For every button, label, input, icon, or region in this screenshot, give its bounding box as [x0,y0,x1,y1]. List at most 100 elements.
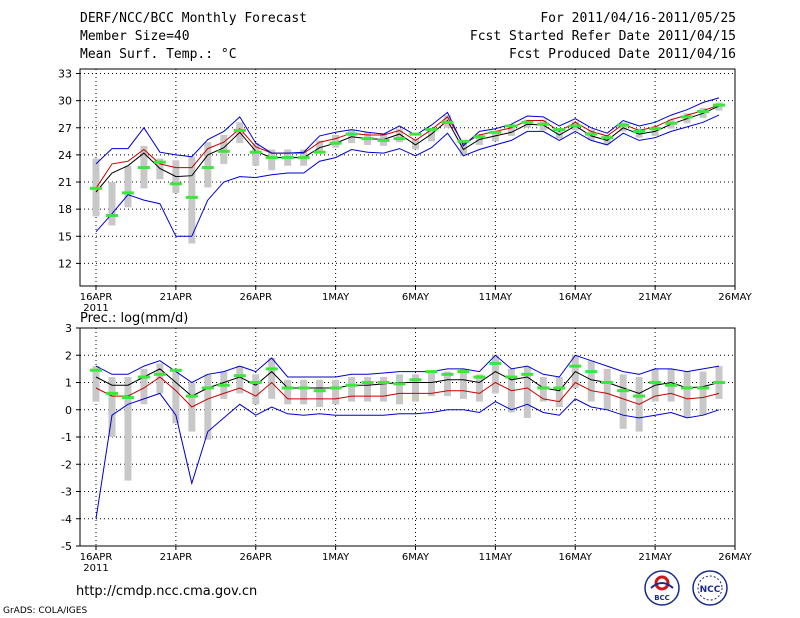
green-marker [217,149,230,153]
green-marker [713,381,726,384]
y-tick-label: 12 [58,257,72,270]
green-marker [377,138,390,142]
observed-trend-line [95,104,720,189]
ensemble-spread-box [124,377,132,481]
ensemble-spread-box [268,149,276,171]
green-marker [649,127,662,131]
green-marker [489,361,502,365]
upper-envelope-line [95,354,720,384]
upper-envelope-line [95,97,720,165]
y-tick-label: 0 [65,404,72,417]
green-marker [505,375,518,379]
ensemble-spread-box [204,374,212,440]
ensemble-spread-box [459,368,467,399]
green-marker [569,124,582,128]
green-marker [233,374,246,378]
green-marker [441,372,454,376]
ensemble-spread-box [348,377,356,402]
green-marker [425,370,438,374]
refer-date: Fcst Started Refer Date 2011/04/15 [469,29,736,44]
ensemble-spread-box [140,368,148,405]
x-tick-label: 1MAY [322,292,350,303]
green-marker [521,120,534,124]
ensemble-spread-box [491,355,499,394]
ncc-logo-icon: NCC [692,570,728,606]
green-marker [105,213,118,217]
ensemble-spread-box [332,135,340,148]
green-marker [505,124,518,128]
ensemble-spread-box [124,165,132,208]
ensemble-spread-box [252,143,260,166]
green-marker [585,132,598,136]
green-marker [441,120,454,124]
lower-envelope-line [95,114,720,237]
green-marker [329,386,342,390]
ensemble-spread-box [396,128,404,143]
green-marker [361,137,374,141]
green-marker [409,378,422,382]
green-marker [90,186,102,190]
ensemble-spread-box [268,357,276,399]
green-marker [617,389,630,393]
green-marker [121,191,134,195]
green-marker [457,370,470,374]
y-tick-label: -3 [61,486,72,499]
ensemble-spread-box [619,122,627,132]
green-marker [521,372,534,376]
green-marker [425,128,438,132]
green-marker [553,386,566,390]
ensemble-spread-box [188,156,196,244]
ensemble-spread-box [523,366,531,418]
green-marker [121,395,134,399]
green-marker [585,370,598,374]
ensemble-spread-box [555,377,563,408]
green-marker [249,381,262,384]
produced-date: Fcst Produced Date 2011/04/16 [509,47,736,62]
green-marker [153,160,166,164]
ensemble-spread-box [555,128,563,139]
green-marker [217,383,230,387]
green-marker [681,115,694,119]
y-tick-label: -4 [61,513,72,526]
ensemble-spread-box [300,379,308,405]
green-marker [489,130,502,134]
lower-envelope-line [95,392,720,519]
green-marker [169,368,182,372]
green-marker [297,156,310,160]
member-size: Member Size=40 [80,29,190,44]
x-tick-year-label: 2011 [83,563,108,574]
green-marker [665,121,678,125]
ensemble-spread-box [507,126,515,136]
ensemble-spread-box [396,374,404,405]
green-marker [201,386,214,390]
y-tick-label: 15 [58,230,72,243]
x-tick-year-label: 2011 [83,303,108,314]
x-tick-label: 16APR [80,552,113,563]
green-marker [713,103,726,107]
grads-credit: GrADS: COLA/IGES [3,606,87,616]
green-marker [345,383,358,387]
x-tick-label: 21APR [160,552,193,563]
green-marker [601,381,614,384]
ensemble-mean-line [95,105,720,193]
y-tick-label: 27 [58,122,72,135]
ensemble-spread-box [603,368,611,410]
x-tick-label: 6MAY [402,292,430,303]
x-tick-label: 16MAY [558,552,592,563]
x-tick-label: 6MAY [402,552,430,563]
plot-frame [79,68,736,287]
green-marker [649,381,662,384]
ensemble-spread-box [108,182,116,226]
y-tick-label: 24 [58,149,72,162]
ensemble-spread-box [156,363,164,394]
chart-title: DERF/NCC/BCC Monthly Forecast [80,11,307,26]
y-tick-label: -5 [61,540,72,553]
green-marker [137,166,150,170]
ensemble-spread-box [332,379,340,405]
x-tick-label: 11MAY [479,292,513,303]
green-marker [617,123,630,127]
green-marker [553,128,566,132]
forecast-period: For 2011/04/16-2011/05/25 [540,11,736,26]
